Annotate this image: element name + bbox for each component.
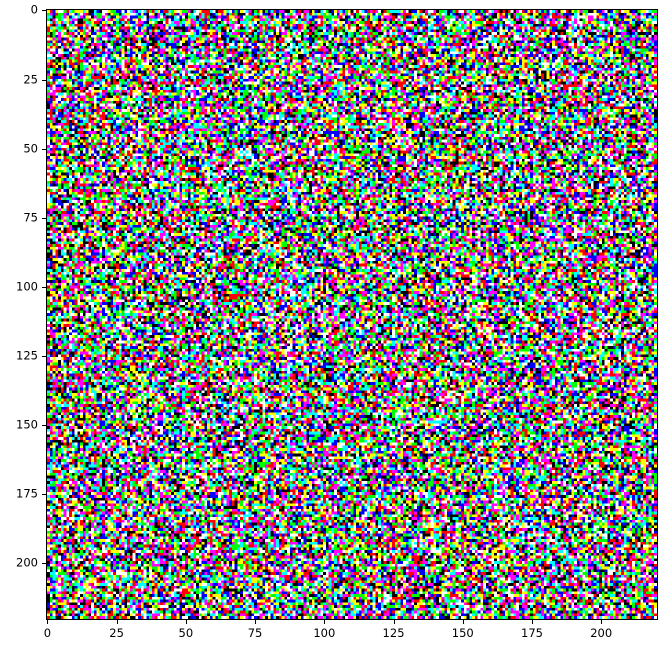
x-tick-label: 125 bbox=[382, 626, 405, 640]
x-tick-label: 200 bbox=[590, 626, 613, 640]
y-tick-label: 100 bbox=[16, 279, 38, 294]
y-tick-mark bbox=[42, 563, 46, 565]
y-tick-label: 175 bbox=[16, 486, 38, 501]
y-tick-label: 50 bbox=[23, 140, 38, 155]
y-tick-mark bbox=[42, 425, 46, 427]
y-tick-mark bbox=[42, 79, 46, 81]
x-tick-mark bbox=[462, 620, 464, 624]
x-tick-label: 25 bbox=[109, 626, 124, 640]
y-tick-label: 150 bbox=[16, 417, 38, 432]
x-tick-mark bbox=[185, 620, 187, 624]
y-tick-label: 200 bbox=[16, 555, 38, 570]
x-tick-mark bbox=[47, 620, 49, 624]
x-tick-mark bbox=[324, 620, 326, 624]
x-tick-label: 150 bbox=[451, 626, 474, 640]
y-tick-mark bbox=[42, 355, 46, 357]
plot-axes-area bbox=[46, 9, 658, 620]
y-tick-mark bbox=[42, 494, 46, 496]
y-tick-label: 0 bbox=[30, 2, 38, 17]
x-tick-mark bbox=[393, 620, 395, 624]
y-tick-label: 75 bbox=[23, 209, 38, 224]
y-tick-label: 125 bbox=[16, 348, 38, 363]
x-tick-mark bbox=[601, 620, 603, 624]
x-tick-mark bbox=[255, 620, 257, 624]
x-tick-label: 100 bbox=[313, 626, 336, 640]
x-tick-label: 0 bbox=[43, 626, 52, 640]
noise-image bbox=[47, 10, 657, 619]
x-tick-label: 175 bbox=[521, 626, 543, 640]
y-tick-label: 25 bbox=[23, 71, 38, 86]
x-tick-label: 50 bbox=[178, 626, 194, 640]
y-tick-mark bbox=[42, 217, 46, 219]
x-tick-mark bbox=[532, 620, 533, 624]
x-tick-mark bbox=[116, 620, 118, 624]
y-tick-mark bbox=[42, 148, 46, 150]
y-tick-mark bbox=[42, 10, 46, 12]
y-tick-mark bbox=[42, 286, 46, 288]
x-tick-label: 75 bbox=[247, 626, 263, 640]
